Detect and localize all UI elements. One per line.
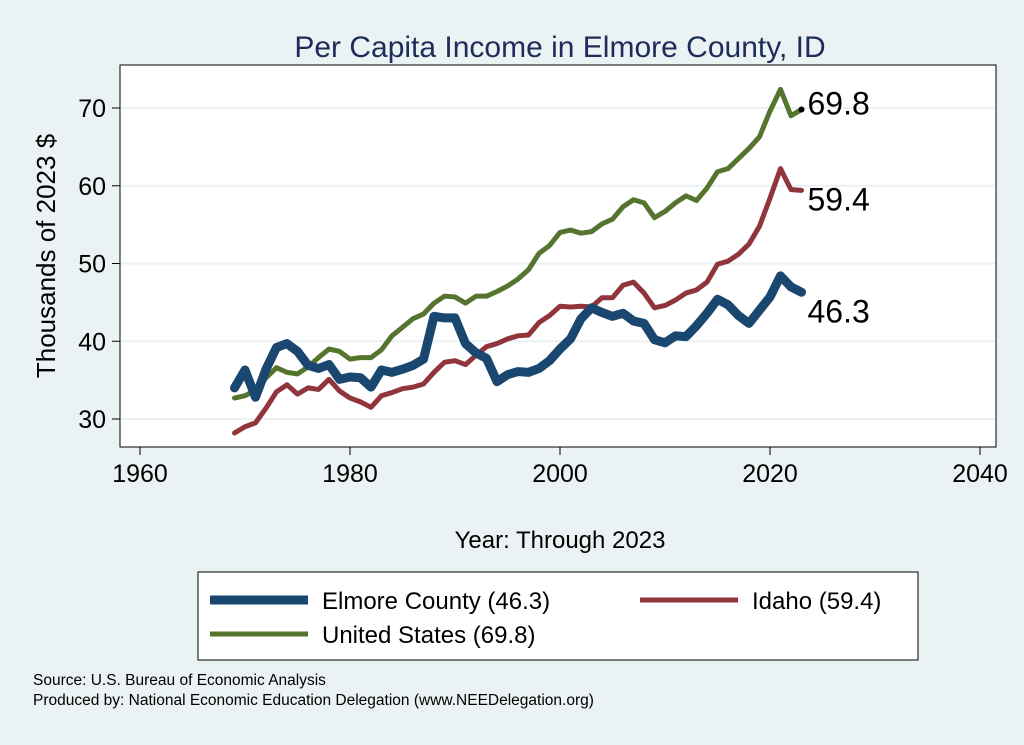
x-tick-label: 2000: [532, 460, 588, 488]
series-line-united-states: [232, 86, 804, 401]
y-axis-label: Thousands of 2023 $: [31, 133, 61, 378]
x-tick-label: 1980: [322, 460, 378, 488]
end-point-marker: [798, 106, 805, 113]
producer-note: Produced by: National Economic Education…: [33, 692, 594, 709]
series-line-elmore-county: [230, 271, 806, 402]
legend-label: United States (69.8): [322, 622, 535, 649]
y-tick-label: 70: [78, 95, 106, 123]
series-line-idaho: [232, 166, 804, 436]
legend-box: [197, 571, 919, 661]
x-tick-label: 1960: [112, 460, 168, 488]
x-tick-label: 2020: [742, 460, 798, 488]
chart-title: Per Capita Income in Elmore County, ID: [294, 31, 825, 64]
legend-label: Idaho (59.4): [752, 588, 881, 615]
y-tick-label: 50: [78, 251, 106, 279]
legend-label: Elmore County (46.3): [322, 588, 550, 615]
end-value-label: 46.3: [808, 293, 870, 329]
y-tick-label: 40: [78, 328, 106, 356]
y-tick-label: 60: [78, 173, 106, 201]
source-note: Source: U.S. Bureau of Economic Analysis: [33, 672, 326, 689]
plot-area: [119, 64, 997, 448]
end-value-label: 69.8: [808, 86, 870, 122]
x-tick-label: 2040: [952, 460, 1008, 488]
y-tick-label: 30: [78, 406, 106, 434]
end-value-label: 59.4: [808, 181, 870, 217]
x-axis-label: Year: Through 2023: [455, 527, 666, 554]
